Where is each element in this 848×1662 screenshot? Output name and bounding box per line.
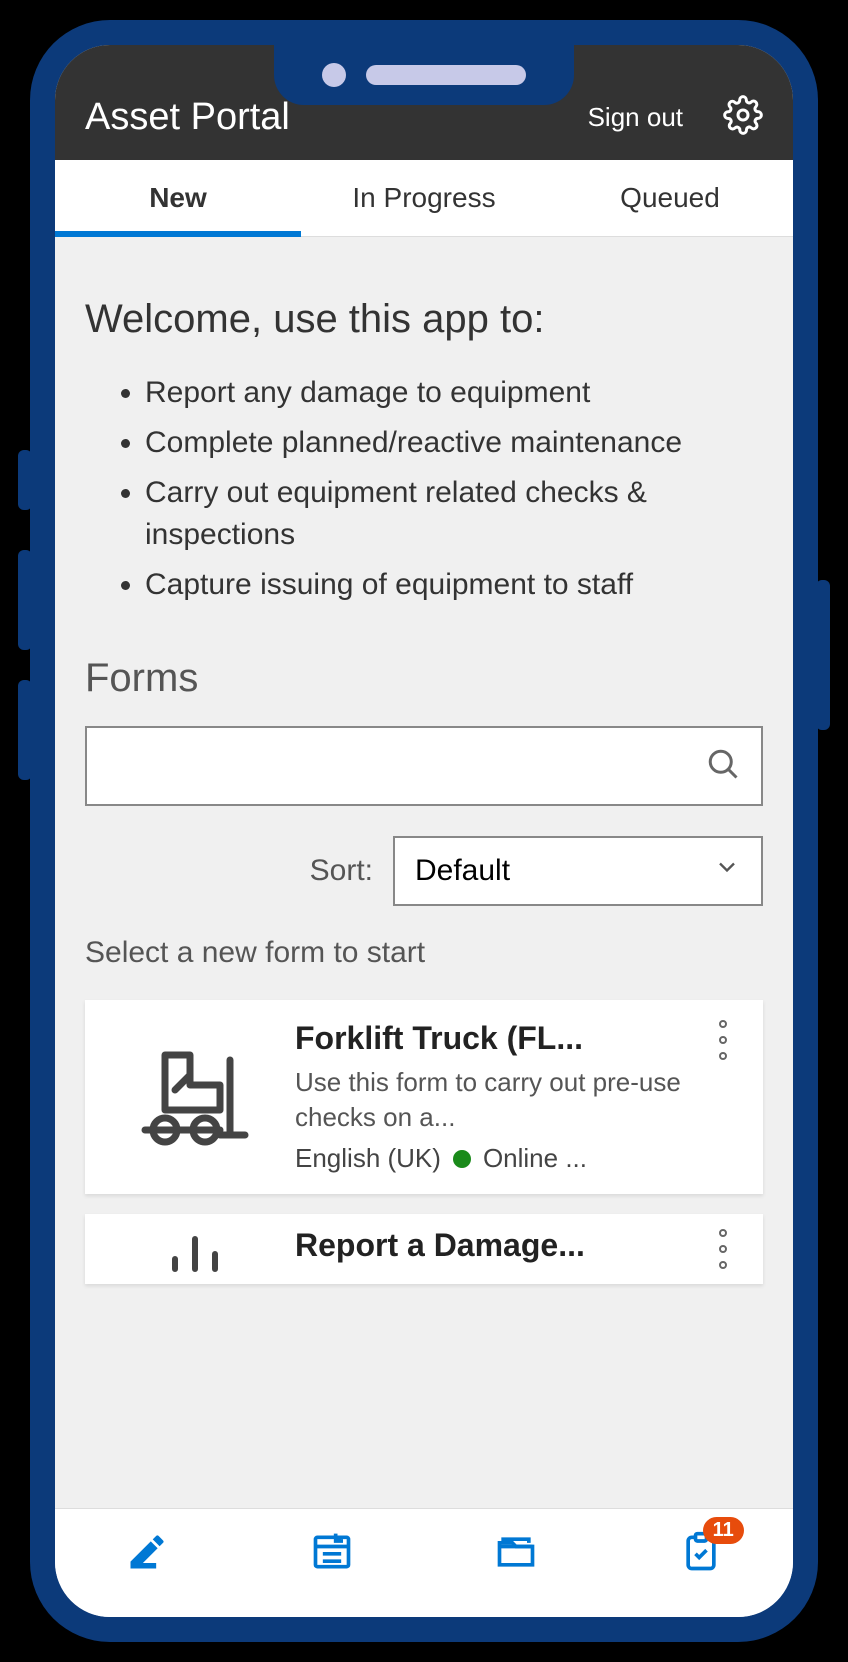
search-input[interactable]	[107, 751, 705, 782]
welcome-item: Capture issuing of equipment to staff	[145, 564, 763, 606]
content-area: Welcome, use this app to: Report any dam…	[55, 237, 793, 1508]
bottom-nav: 11	[55, 1508, 793, 1617]
sort-select[interactable]: Default	[393, 836, 763, 906]
welcome-title: Welcome, use this app to:	[85, 297, 763, 342]
nav-tasks[interactable]: 11	[676, 1527, 726, 1577]
sort-value: Default	[415, 854, 510, 888]
tab-queued[interactable]: Queued	[547, 160, 793, 236]
welcome-list: Report any damage to equipment Complete …	[85, 372, 763, 606]
side-button	[18, 450, 32, 510]
welcome-item: Report any damage to equipment	[145, 372, 763, 414]
tab-bar: New In Progress Queued	[55, 160, 793, 237]
tab-in-progress[interactable]: In Progress	[301, 160, 547, 236]
card-more-button[interactable]	[703, 1020, 743, 1060]
nav-folder[interactable]	[491, 1527, 541, 1577]
select-hint: Select a new form to start	[85, 936, 763, 970]
more-icon	[719, 1020, 727, 1060]
badge-count: 11	[703, 1517, 744, 1544]
side-button	[18, 680, 32, 780]
card-desc: Use this form to carry out pre-use check…	[295, 1065, 703, 1135]
card-more-button[interactable]	[703, 1229, 743, 1269]
forklift-icon	[105, 1020, 285, 1170]
sort-label: Sort:	[310, 854, 373, 888]
form-card-forklift[interactable]: Forklift Truck (FL... Use this form to c…	[85, 1000, 763, 1194]
settings-icon[interactable]	[723, 95, 763, 140]
welcome-item: Carry out equipment related checks & ins…	[145, 472, 763, 556]
tab-new[interactable]: New	[55, 160, 301, 236]
nav-compose[interactable]	[122, 1527, 172, 1577]
screen: Asset Portal Sign out New In Progress Qu…	[55, 45, 793, 1617]
card-status: Online ...	[483, 1143, 587, 1174]
app-title: Asset Portal	[85, 96, 290, 139]
chevron-down-icon	[713, 853, 741, 889]
sign-out-link[interactable]: Sign out	[588, 102, 683, 133]
more-icon	[719, 1229, 727, 1269]
search-icon[interactable]	[705, 746, 741, 787]
side-button	[816, 580, 830, 730]
side-button	[18, 550, 32, 650]
phone-notch	[274, 45, 574, 105]
form-card-damage[interactable]: Report a Damage...	[85, 1214, 763, 1284]
card-meta: English (UK) Online ...	[295, 1143, 703, 1174]
card-title: Report a Damage...	[295, 1227, 703, 1264]
chart-icon	[105, 1214, 285, 1284]
nav-library[interactable]	[307, 1527, 357, 1577]
card-lang: English (UK)	[295, 1143, 441, 1174]
sort-row: Sort: Default	[85, 836, 763, 906]
search-box[interactable]	[85, 726, 763, 806]
card-title: Forklift Truck (FL...	[295, 1020, 703, 1057]
welcome-item: Complete planned/reactive maintenance	[145, 422, 763, 464]
status-indicator	[453, 1150, 471, 1168]
phone-frame: Asset Portal Sign out New In Progress Qu…	[30, 20, 818, 1642]
forms-heading: Forms	[85, 656, 763, 701]
